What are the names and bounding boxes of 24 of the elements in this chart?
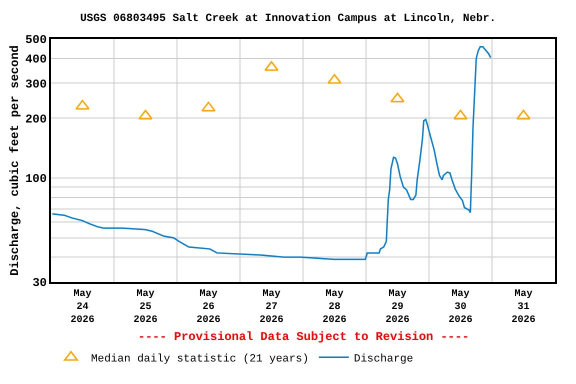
x-tick-label: May 26 2026 [196, 288, 221, 326]
point [453, 110, 468, 120]
chart-title: USGS 06803495 Salt Creek at Innovation Campus at Lincoln, Nebr. [80, 13, 496, 26]
x-tick-label: May 30 2026 [448, 288, 473, 326]
y-tick-label: 500 [25, 33, 47, 48]
y-tick-label: 300 [25, 77, 47, 92]
text: ---- Provisional Data Subject to Revision ---- [138, 330, 470, 344]
legend-label: Discharge [354, 354, 414, 366]
y-axis-title: Discharge, cubic feet per second [8, 45, 22, 276]
point [516, 110, 531, 120]
y-tick-label: 400 [25, 52, 47, 66]
line-series [52, 46, 492, 260]
y-tick-label: 30 [32, 276, 47, 290]
x-tick-label: May 24 2026 [70, 288, 95, 326]
point [138, 110, 153, 120]
x-tick-label: May 28 2026 [322, 288, 347, 326]
x-tick-label: May 27 2026 [259, 288, 284, 326]
y-tick-label: 200 [25, 112, 47, 126]
x-tick-label: May 31 2026 [511, 288, 536, 326]
y-tick-label: 100 [25, 172, 47, 186]
x-tick-label: May 25 2026 [133, 288, 158, 326]
point [75, 100, 90, 110]
x-tick-label: May 29 2026 [385, 288, 410, 326]
legend-label: Median daily statistic (21 years) [91, 354, 309, 366]
